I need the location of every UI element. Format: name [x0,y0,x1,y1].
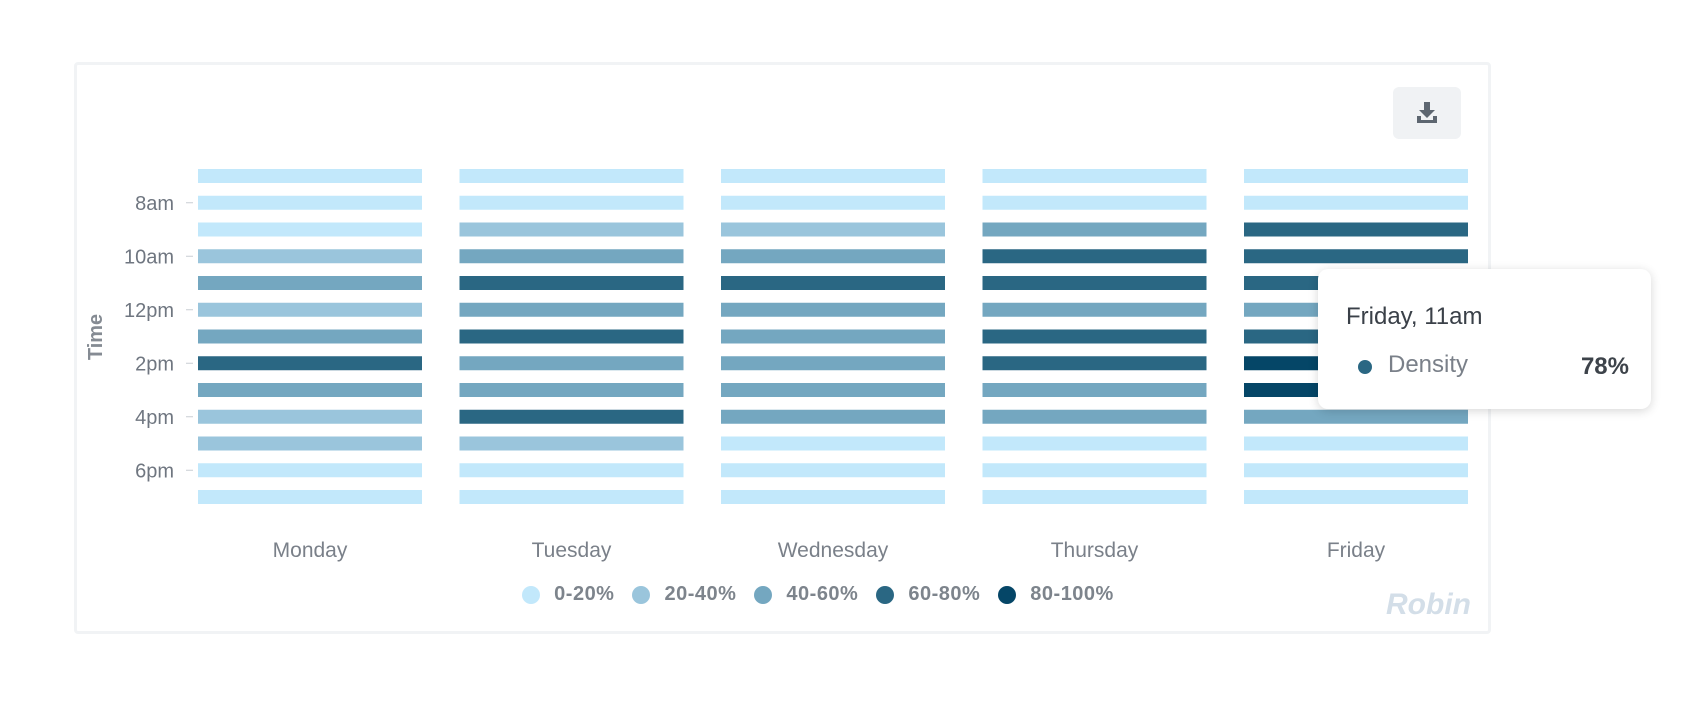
heatmap-cell-monday-12[interactable] [198,490,422,504]
heatmap-cell-wednesday-3[interactable] [721,249,945,264]
heatmap-cell-monday-2[interactable] [198,222,422,237]
x-category-label: Friday [1327,539,1386,562]
legend-dot-icon [998,585,1017,604]
heatmap-cell-friday-1[interactable] [1244,195,1468,210]
heatmap-cell-tuesday-6[interactable] [459,329,684,344]
heatmap-cell-thursday-9[interactable] [982,409,1207,424]
heatmap-cell-friday-10[interactable] [1244,436,1468,451]
heatmap-cell-monday-0[interactable] [198,169,422,183]
legend-item[interactable]: 60-80% [876,583,980,606]
y-tick-label: 8am [135,193,174,215]
heatmap-cell-thursday-10[interactable] [982,436,1207,451]
heatmap-cell-friday-2[interactable] [1244,222,1468,237]
heatmap-cell-wednesday-2[interactable] [721,222,945,237]
heatmap-cell-thursday-4[interactable] [982,276,1207,290]
legend-item[interactable]: 20-40% [632,583,736,606]
legend-item[interactable]: 40-60% [754,583,858,606]
heatmap-cell-thursday-3[interactable] [982,249,1207,264]
heatmap-cell-wednesday-0[interactable] [721,169,945,183]
heatmap-cell-thursday-12[interactable] [982,490,1207,504]
heatmap-cell-wednesday-11[interactable] [721,463,945,478]
heatmap-cell-tuesday-8[interactable] [459,383,684,397]
heatmap-cell-monday-6[interactable] [198,329,422,344]
legend-label: 40-60% [786,583,859,605]
heatmap-cell-monday-4[interactable] [198,276,422,290]
heatmap-cell-monday-5[interactable] [198,302,422,317]
y-tick-label: 12pm [124,300,174,322]
download-button[interactable] [1393,87,1461,139]
heatmap-cell-tuesday-0[interactable] [459,169,684,183]
heatmap-cell-tuesday-10[interactable] [459,436,684,451]
tooltip-value: 78% [1580,353,1629,380]
legend-dot-icon [754,585,773,604]
x-category-label: Thursday [1051,539,1139,562]
heatmap-cell-wednesday-1[interactable] [721,195,945,210]
heatmap-cell-tuesday-12[interactable] [459,490,684,504]
heatmap-cell-thursday-11[interactable] [982,463,1207,478]
heatmap-cell-wednesday-9[interactable] [721,409,945,424]
heatmap-cell-wednesday-12[interactable] [721,490,945,504]
legend-label: 0-20% [554,583,615,605]
legend-dot-icon [632,585,651,604]
x-category-label: Wednesday [778,539,889,562]
heatmap-cell-monday-11[interactable] [198,463,422,478]
heatmap-cell-tuesday-3[interactable] [459,249,684,264]
heatmap-cell-thursday-0[interactable] [982,169,1207,183]
heatmap-cell-wednesday-6[interactable] [721,329,945,344]
heatmap-cell-monday-7[interactable] [198,356,422,371]
heatmap-cell-thursday-5[interactable] [982,302,1207,317]
legend-item[interactable]: 80-100% [998,583,1114,606]
tooltip-series-name: Density [1388,351,1469,378]
heatmap-cell-friday-0[interactable] [1244,169,1468,183]
heatmap-cell-wednesday-8[interactable] [721,383,945,397]
heatmap-cell-tuesday-5[interactable] [459,302,684,317]
heatmap-cell-monday-8[interactable] [198,383,422,397]
legend: 0-20% 20-40% 40-60% 60-80% 80-100% [0,583,1640,606]
watermark-logo: Robin [1386,588,1471,621]
heatmap-cell-thursday-7[interactable] [982,356,1207,371]
heatmap-cell-friday-11[interactable] [1244,463,1468,478]
legend-label: 60-80% [908,583,981,605]
heatmap-cell-monday-3[interactable] [198,249,422,264]
heatmap-cell-monday-1[interactable] [198,195,422,210]
heatmap-cell-thursday-8[interactable] [982,383,1207,397]
x-category-label: Tuesday [532,539,612,562]
heatmap-cell-thursday-2[interactable] [982,222,1207,237]
heatmap-cell-tuesday-7[interactable] [459,356,684,371]
heatmap-cell-monday-9[interactable] [198,409,422,424]
x-category-label: Monday [273,539,348,562]
heatmap-cell-monday-10[interactable] [198,436,422,451]
heatmap-cell-tuesday-4[interactable] [459,276,684,290]
legend-label: 20-40% [664,583,737,605]
heatmap-cell-wednesday-10[interactable] [721,436,945,451]
heatmap-cell-wednesday-5[interactable] [721,302,945,317]
y-tick-label: 10am [124,246,174,268]
legend-label: 80-100% [1030,583,1114,605]
heatmap-cell-tuesday-9[interactable] [459,409,684,424]
heatmap-cell-wednesday-7[interactable] [721,356,945,371]
chart-card [74,62,1491,634]
y-tick-label: 2pm [135,353,174,375]
heatmap-cell-friday-3[interactable] [1244,249,1468,264]
tooltip-title: Friday, 11am [1346,303,1483,330]
y-axis-label: Time [85,314,107,360]
legend-dot-icon [876,585,895,604]
heatmap-cell-wednesday-4[interactable] [721,276,945,290]
heatmap-cell-tuesday-2[interactable] [459,222,684,237]
legend-dot-icon [522,585,541,604]
y-tick-label: 4pm [135,407,174,429]
heatmap-cell-thursday-1[interactable] [982,195,1207,210]
tooltip-series-dot [1358,360,1372,374]
heatmap-cell-tuesday-11[interactable] [459,463,684,478]
legend-item[interactable]: 0-20% [522,583,614,606]
heatmap-cell-thursday-6[interactable] [982,329,1207,344]
download-icon [1417,102,1437,123]
heatmap-cell-friday-12[interactable] [1244,490,1468,504]
tooltip: Friday, 11am Density 78% [1318,269,1651,409]
heatmap-cell-friday-9[interactable] [1244,409,1468,424]
y-tick-label: 6pm [135,460,174,482]
heatmap-cell-tuesday-1[interactable] [459,195,684,210]
